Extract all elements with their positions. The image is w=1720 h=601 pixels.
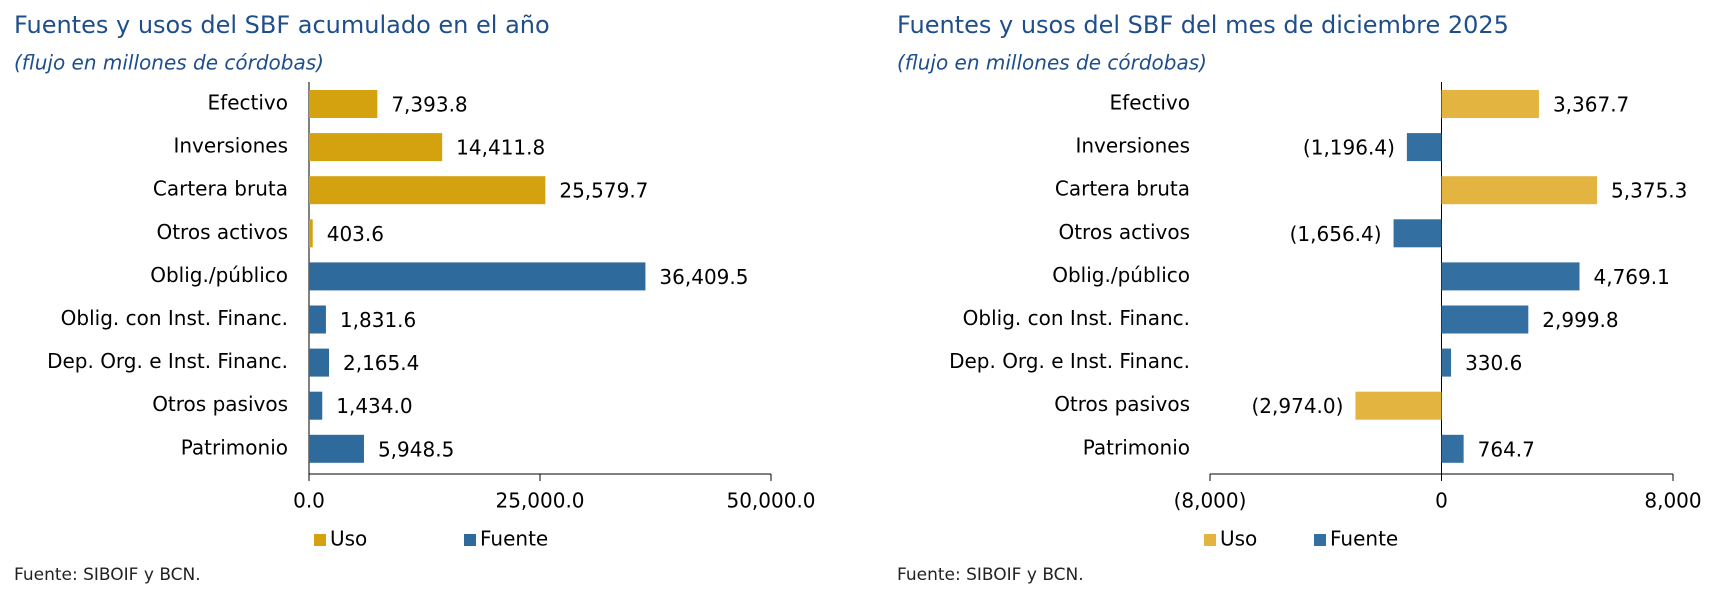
value-label: 7,393.8 [391,93,467,117]
legend-label: Uso [330,527,367,551]
chart-subtitle: (flujo en millones de córdobas) [14,51,324,75]
category-label: Cartera bruta [1055,177,1190,201]
bar [1441,434,1464,463]
value-label: 4,769.1 [1594,265,1670,289]
value-label: 25,579.7 [559,179,648,203]
bar [1355,391,1442,420]
category-label: Oblig. con Inst. Financ. [61,306,288,330]
category-label: Otros activos [1058,220,1190,244]
category-label: Otros pasivos [152,392,288,416]
value-label: 403.6 [327,222,384,246]
value-label: 330.6 [1465,351,1522,375]
legend-swatch [1204,534,1216,546]
value-label: (2,974.0) [1251,394,1343,418]
value-label: 5,375.3 [1611,179,1687,203]
value-label: 3,367.7 [1553,93,1629,117]
x-tick-label: (8,000) [1174,489,1247,513]
x-tick-label: 0 [1435,489,1448,513]
bar [1441,348,1452,377]
source-note: Fuente: SIBOIF y BCN. [897,565,1084,585]
bar [309,176,546,205]
category-label: Patrimonio [181,435,288,459]
category-label: Oblig. con Inst. Financ. [963,306,1190,330]
legend-swatch [1314,534,1326,546]
x-tick-label: 8,000 [1644,489,1701,513]
legend-label: Fuente [1330,527,1398,551]
source-note: Fuente: SIBOIF y BCN. [14,565,201,585]
category-label: Oblig./público [1052,263,1190,287]
category-label: Efectivo [208,91,288,115]
value-label: 1,831.6 [340,308,416,332]
category-label: Patrimonio [1083,435,1190,459]
category-label: Efectivo [1110,91,1190,115]
value-label: 1,434.0 [336,394,412,418]
bar [309,391,323,420]
value-label: (1,656.4) [1290,222,1382,246]
category-label: Oblig./público [150,263,288,287]
value-label: 764.7 [1478,437,1535,461]
chart-title: Fuentes y usos del SBF acumulado en el a… [14,11,550,39]
value-label: 14,411.8 [456,136,545,160]
bar [309,434,364,463]
legend-swatch [464,534,476,546]
category-label: Dep. Org. e Inst. Financ. [949,349,1190,373]
x-tick-label: 50,000.0 [726,489,815,513]
bar [309,262,646,291]
bar [1406,133,1442,162]
category-label: Inversiones [1075,134,1190,158]
category-label: Dep. Org. e Inst. Financ. [47,349,288,373]
value-label: 2,165.4 [343,351,419,375]
value-label: 2,999.8 [1542,308,1618,332]
bar [1393,219,1442,248]
bar [309,305,326,334]
bar [309,133,443,162]
bar [309,90,378,118]
bar [1441,90,1539,118]
bar [309,348,330,377]
legend-swatch [314,534,326,546]
category-label: Inversiones [173,134,288,158]
value-label: 36,409.5 [659,265,748,289]
legend-label: Uso [1220,527,1257,551]
category-label: Otros activos [156,220,288,244]
chart-subtitle: (flujo en millones de córdobas) [897,51,1207,75]
value-label: (1,196.4) [1303,136,1395,160]
bar [1441,305,1529,334]
bar [1441,176,1598,205]
category-label: Otros pasivos [1054,392,1190,416]
x-tick-label: 0.0 [293,489,325,513]
bar [309,219,313,248]
chart-title: Fuentes y usos del SBF del mes de diciem… [897,11,1509,39]
category-label: Cartera bruta [153,177,288,201]
x-tick-label: 25,000.0 [495,489,584,513]
bar [1441,262,1580,291]
value-label: 5,948.5 [378,437,454,461]
legend-label: Fuente [480,527,548,551]
